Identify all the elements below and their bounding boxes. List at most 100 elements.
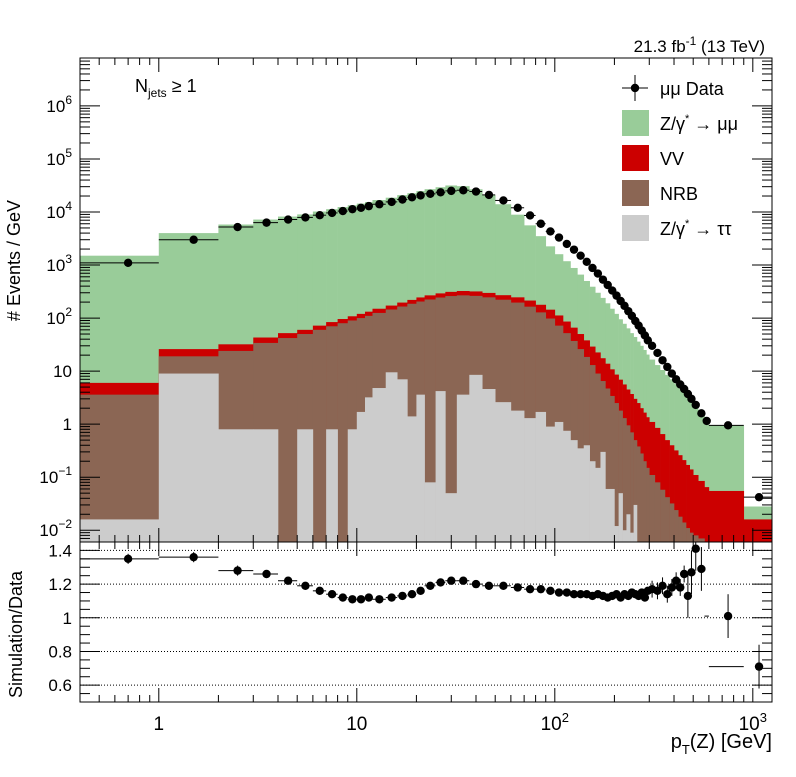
data-point	[364, 201, 374, 211]
data-point	[499, 196, 508, 205]
ratio-y-tick-label: 0.8	[48, 642, 72, 661]
ratio-point	[364, 593, 374, 602]
ratio-point	[484, 581, 494, 590]
data-point	[536, 219, 546, 228]
hist-bar	[660, 489, 666, 542]
hist-bar	[365, 397, 373, 542]
hist-bar	[445, 493, 458, 542]
data-point	[447, 186, 456, 196]
hist-bar	[469, 374, 483, 542]
data-point	[123, 258, 133, 268]
hist-bar	[698, 480, 705, 542]
hist-bar	[660, 434, 666, 542]
ratio-point	[338, 593, 348, 602]
ratio-point	[569, 590, 579, 599]
ratio-point	[640, 593, 650, 602]
legend-item: Z/γ* → μμ	[622, 110, 738, 136]
hist-bar	[445, 296, 458, 542]
data-point	[569, 245, 579, 254]
hist-bar	[600, 451, 606, 542]
data-point	[723, 421, 733, 430]
y-tick-label: 102	[46, 305, 72, 328]
data-point	[647, 341, 657, 351]
ratio-point	[123, 554, 133, 564]
ratio-point	[679, 569, 689, 579]
main-panel: 10−2 10−1 1 10 102 103 104 105 106 # Events / Ge…	[4, 34, 773, 543]
hist-bar	[595, 467, 601, 542]
hist-bar	[312, 329, 327, 542]
hist-bar	[698, 414, 705, 542]
x-tick-label: 1	[154, 714, 165, 735]
hist-bar	[583, 445, 590, 542]
njets-annotation: Njets ≥ 1	[135, 76, 197, 100]
main-data-points	[80, 186, 772, 502]
main-y-tick-labels: 10−2 10−1 1 10 102 103 104 105 106	[39, 93, 72, 540]
ratio-point	[283, 576, 293, 585]
hist-bar	[630, 432, 634, 542]
hist-bar	[605, 388, 611, 542]
data-point	[426, 189, 435, 199]
hist-bar	[614, 403, 619, 542]
ratio-point	[576, 590, 585, 599]
data-point	[327, 208, 337, 218]
hist-bar	[424, 482, 436, 542]
hist-bar	[669, 503, 675, 542]
y-axis-label: # Events / GeV	[4, 200, 24, 321]
hist-bar	[610, 488, 615, 542]
hist-bar	[605, 488, 611, 542]
hist-bar	[456, 394, 470, 542]
data-point	[398, 195, 407, 204]
hist-bar	[253, 429, 279, 542]
hist-bar	[626, 425, 631, 542]
data-point	[702, 416, 711, 426]
hist-bar	[80, 394, 160, 542]
hist-bar	[326, 429, 338, 542]
hist-bar	[589, 365, 596, 542]
ratio-y-tick-label: 1	[63, 609, 72, 628]
hist-bar	[686, 464, 690, 542]
x-tick-labels: 1 10 102 103	[154, 710, 767, 735]
hist-bar	[669, 445, 675, 542]
main-stacked-histogram	[80, 185, 773, 543]
hist-bar	[674, 510, 679, 542]
hist-bar	[618, 493, 623, 542]
ratio-point	[667, 583, 677, 592]
ratio-point	[262, 569, 271, 579]
data-point	[471, 187, 481, 196]
ratio-point	[436, 578, 445, 587]
hist-bar	[577, 349, 585, 542]
ratio-plot-frame	[79, 541, 773, 703]
ratio-y-tick-label: 1.4	[48, 541, 72, 560]
ratio-point	[327, 590, 337, 599]
data-point	[697, 409, 706, 418]
ratio-point	[375, 595, 384, 604]
hist-bar	[570, 440, 578, 542]
data-point	[582, 257, 591, 267]
ratio-point	[754, 662, 764, 671]
legend-item: μμ Data	[622, 75, 725, 101]
data-point	[513, 203, 522, 212]
ratio-point	[233, 566, 242, 575]
hist-bar	[689, 532, 694, 542]
legend-swatch	[622, 145, 649, 171]
legend-swatch	[622, 180, 649, 206]
data-point	[233, 222, 242, 232]
hist-bar	[654, 482, 661, 542]
hist-bar	[278, 338, 298, 542]
hist-bar	[622, 530, 627, 542]
hist-bar	[416, 394, 425, 542]
data-point	[416, 191, 425, 200]
legend-label: NRB	[660, 184, 698, 204]
y-tick-label: 10−1	[39, 464, 72, 487]
hist-bar	[218, 429, 254, 542]
hist-bar	[545, 426, 556, 542]
hist-bar	[563, 430, 571, 542]
hist-bar	[633, 504, 638, 542]
ratio-point	[459, 576, 468, 585]
legend-item: VV	[622, 145, 684, 171]
hist-bar	[664, 440, 670, 542]
ratio-point	[398, 591, 407, 601]
data-point	[576, 251, 585, 260]
hist-bar	[664, 497, 670, 542]
